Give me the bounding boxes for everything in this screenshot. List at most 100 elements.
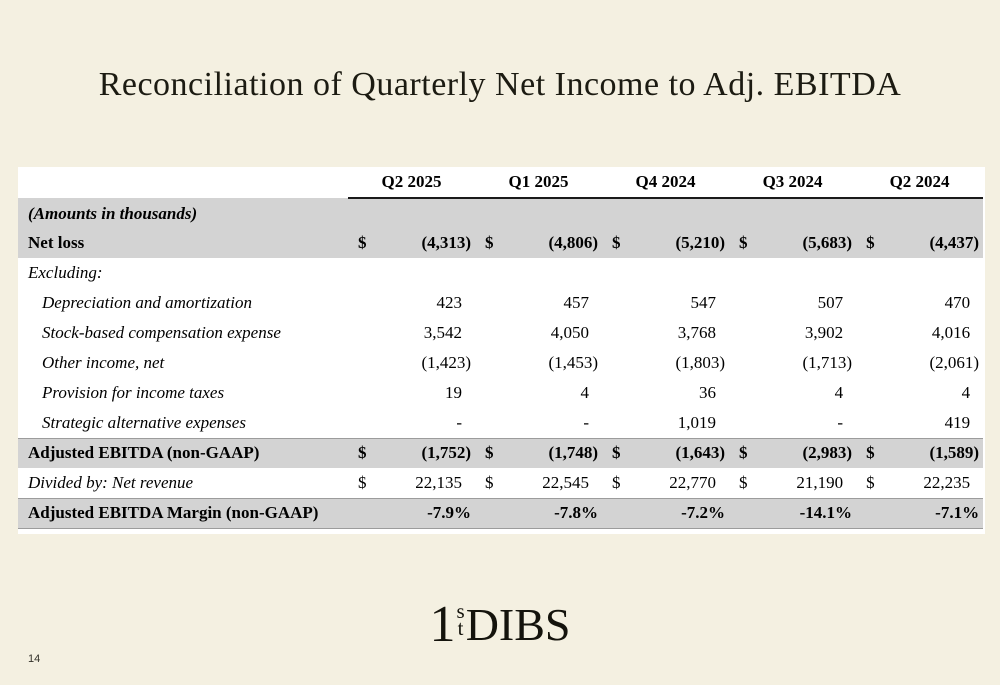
currency-spacer bbox=[475, 378, 505, 408]
cell-value: (2,983) bbox=[759, 437, 857, 468]
cell-value: 423 bbox=[436, 293, 463, 312]
currency-spacer bbox=[729, 378, 759, 408]
cell-value: (1,643) bbox=[632, 437, 730, 468]
currency-symbol: $ bbox=[729, 228, 760, 258]
column-header-q2-2025: Q2 2025 bbox=[348, 167, 476, 199]
column-header-q3-2024: Q3 2024 bbox=[729, 167, 857, 199]
cell-value: (1,423) bbox=[421, 353, 472, 372]
cell-value: (1,752) bbox=[378, 437, 476, 468]
cell-value: 22,770 bbox=[669, 472, 717, 492]
table-row-strategic-expenses: Strategic alternative expenses - - 1,019… bbox=[18, 408, 983, 438]
currency-symbol: $ bbox=[475, 228, 506, 258]
cell-value: 4 bbox=[961, 383, 971, 402]
row-label: Adjusted EBITDA (non-GAAP) bbox=[18, 437, 348, 468]
cell-value: 457 bbox=[563, 293, 590, 312]
logo-st-top: s bbox=[456, 599, 465, 623]
currency-symbol: $ bbox=[602, 228, 633, 258]
header-spacer bbox=[18, 167, 348, 198]
row-label: Adjusted EBITDA Margin (non-GAAP) bbox=[18, 497, 348, 529]
cell-value: 4,050 bbox=[550, 323, 590, 342]
reconciliation-table: Q2 2025 Q1 2025 Q4 2024 Q3 2024 Q2 2024 … bbox=[18, 167, 984, 529]
currency-symbol: $ bbox=[348, 228, 378, 258]
cell-value: 3,902 bbox=[804, 323, 844, 342]
table-row-ebitda-margin: Adjusted EBITDA Margin (non-GAAP) -7.9% … bbox=[18, 497, 984, 529]
currency-symbol: $ bbox=[602, 437, 633, 468]
row-label: Depreciation and amortization bbox=[42, 293, 252, 312]
cell-value: 4 bbox=[580, 383, 590, 402]
currency-spacer bbox=[729, 348, 759, 378]
currency-spacer bbox=[348, 408, 378, 438]
row-label: Excluding: bbox=[28, 263, 103, 282]
currency-symbol: $ bbox=[358, 472, 367, 492]
table-row-net-loss: Net loss $ (4,313) $ (4,806) $ (5,210) $… bbox=[18, 228, 984, 258]
cell-value: 507 bbox=[817, 293, 844, 312]
currency-spacer bbox=[348, 318, 378, 348]
first-dibs-logo: 1 s t DIBS bbox=[0, 596, 1000, 653]
currency-spacer bbox=[729, 497, 760, 529]
table-row-amounts-note: (Amounts in thousands) bbox=[18, 198, 984, 228]
cell-value: 22,545 bbox=[542, 472, 590, 492]
cell-value: 21,190 bbox=[796, 472, 844, 492]
row-label: Stock-based compensation expense bbox=[42, 323, 281, 342]
currency-symbol: $ bbox=[856, 228, 887, 258]
cell-value: (1,713) bbox=[802, 353, 853, 372]
cell-value: (5,683) bbox=[759, 228, 857, 258]
currency-spacer bbox=[475, 348, 505, 378]
table-row-excluding: Excluding: bbox=[18, 258, 983, 288]
currency-spacer bbox=[348, 497, 378, 529]
row-label: Other income, net bbox=[42, 353, 165, 372]
currency-spacer bbox=[856, 497, 887, 529]
cell-value: -7.9% bbox=[378, 497, 476, 529]
cell-value: 419 bbox=[944, 412, 971, 432]
currency-spacer bbox=[475, 288, 505, 318]
row-label: Strategic alternative expenses bbox=[42, 412, 246, 432]
cell-value: 1,019 bbox=[677, 412, 717, 432]
cell-value: 22,235 bbox=[923, 472, 971, 492]
column-header-q1-2025: Q1 2025 bbox=[475, 167, 603, 199]
cell-value: (1,748) bbox=[505, 437, 603, 468]
cell-value: 22,135 bbox=[415, 472, 463, 492]
currency-spacer bbox=[856, 318, 886, 348]
currency-symbol: $ bbox=[475, 437, 506, 468]
table-row-stock-comp: Stock-based compensation expense 3,542 4… bbox=[18, 318, 983, 348]
reconciliation-table-panel: Q2 2025 Q1 2025 Q4 2024 Q3 2024 Q2 2024 … bbox=[18, 167, 985, 534]
currency-symbol: $ bbox=[866, 472, 875, 492]
cell-value: - bbox=[456, 412, 463, 432]
page-number: 14 bbox=[28, 653, 41, 665]
first-dibs-logo-text: 1 s t DIBS bbox=[429, 596, 571, 653]
currency-spacer bbox=[475, 497, 506, 529]
table-row-other-income: Other income, net (1,423) (1,453) (1,803… bbox=[18, 348, 983, 378]
cell-value: (2,061) bbox=[929, 353, 980, 372]
table-header-row: Q2 2025 Q1 2025 Q4 2024 Q3 2024 Q2 2024 bbox=[18, 167, 984, 199]
table-row-depreciation: Depreciation and amortization 423 457 54… bbox=[18, 288, 983, 318]
cell-value: 547 bbox=[690, 293, 717, 312]
currency-symbol: $ bbox=[856, 437, 887, 468]
currency-spacer bbox=[602, 348, 632, 378]
cell-value: (4,313) bbox=[378, 228, 476, 258]
logo-st-stack: s t bbox=[456, 599, 465, 638]
cell-value: -7.2% bbox=[632, 497, 730, 529]
currency-spacer bbox=[856, 408, 886, 438]
cell-value: 36 bbox=[699, 383, 717, 402]
logo-numeral: 1 bbox=[429, 596, 456, 653]
currency-spacer bbox=[602, 497, 633, 529]
currency-spacer bbox=[729, 408, 759, 438]
cell-value: 3,542 bbox=[423, 323, 463, 342]
currency-symbol: $ bbox=[729, 437, 760, 468]
column-header-q4-2024: Q4 2024 bbox=[602, 167, 730, 199]
currency-symbol: $ bbox=[485, 472, 494, 492]
currency-symbol: $ bbox=[612, 472, 621, 492]
currency-spacer bbox=[475, 408, 505, 438]
currency-symbol: $ bbox=[348, 437, 378, 468]
amounts-note-label: (Amounts in thousands) bbox=[18, 198, 984, 228]
currency-spacer bbox=[348, 348, 378, 378]
currency-symbol: $ bbox=[739, 472, 748, 492]
currency-spacer bbox=[729, 318, 759, 348]
cell-value: -14.1% bbox=[759, 497, 857, 529]
cell-value: (1,453) bbox=[548, 353, 599, 372]
cell-value: 3,768 bbox=[677, 323, 717, 342]
cell-value: (1,589) bbox=[886, 437, 984, 468]
currency-spacer bbox=[602, 288, 632, 318]
cell-value: - bbox=[583, 412, 590, 432]
